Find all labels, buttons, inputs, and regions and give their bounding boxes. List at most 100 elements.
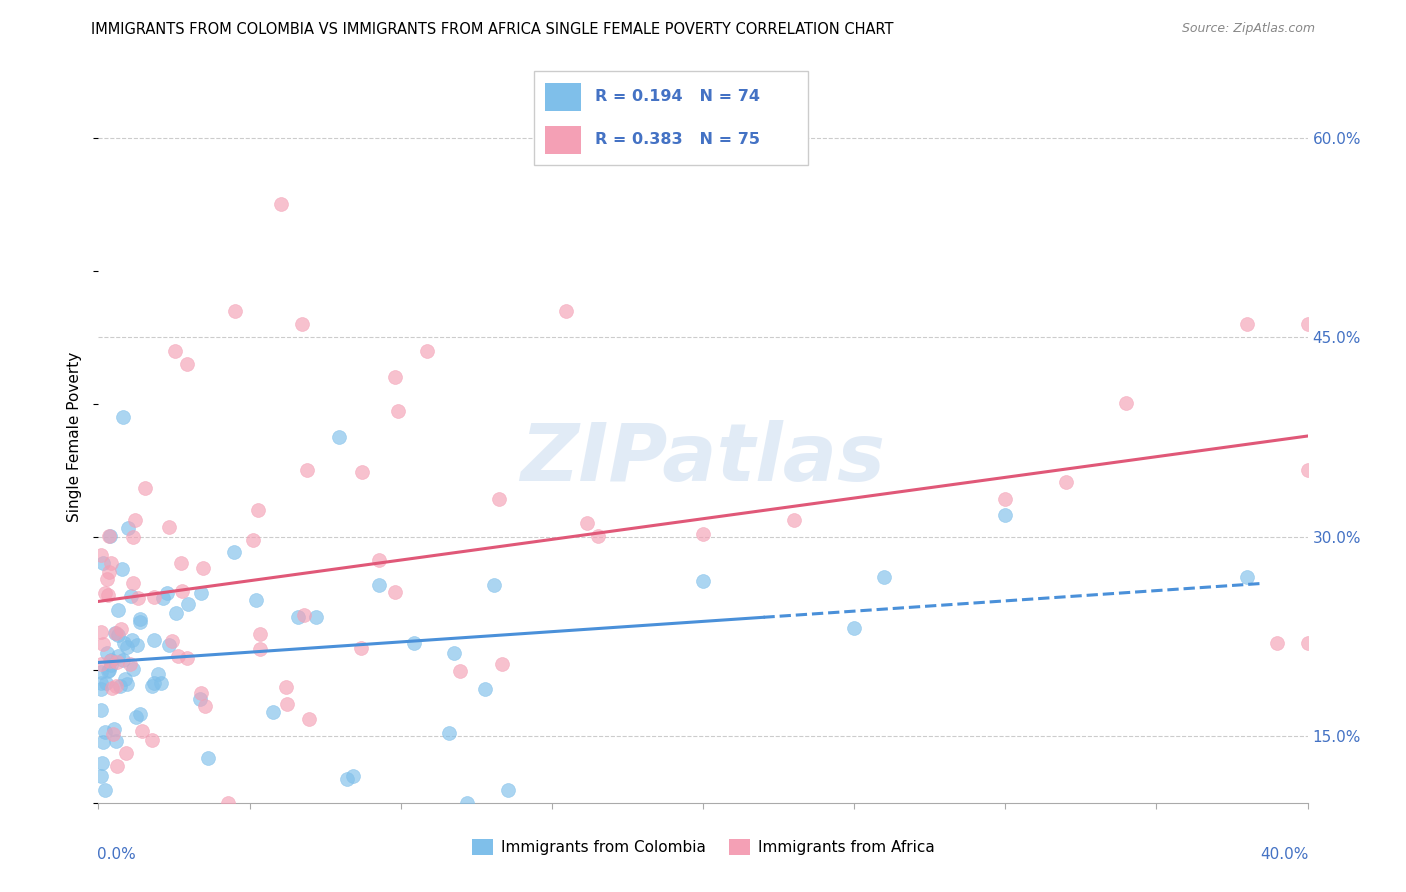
Point bbox=[115, 640, 138, 655]
Point bbox=[404, 636, 426, 650]
Point bbox=[342, 769, 364, 783]
Point bbox=[94, 725, 117, 739]
Point bbox=[194, 698, 217, 713]
Point bbox=[90, 624, 112, 639]
Point bbox=[1296, 463, 1319, 477]
Point bbox=[157, 520, 180, 534]
Point bbox=[90, 702, 112, 716]
Point bbox=[291, 317, 314, 331]
Point bbox=[146, 667, 169, 681]
Point bbox=[134, 482, 156, 496]
Point bbox=[90, 675, 112, 690]
Point bbox=[107, 603, 129, 617]
Point bbox=[1236, 570, 1258, 584]
Point bbox=[141, 679, 163, 693]
Point bbox=[90, 682, 112, 697]
Point bbox=[190, 685, 212, 699]
Point bbox=[262, 705, 284, 719]
Point bbox=[165, 606, 187, 620]
Point bbox=[127, 638, 149, 652]
Point bbox=[101, 681, 124, 695]
Point bbox=[496, 782, 519, 797]
Text: Source: ZipAtlas.com: Source: ZipAtlas.com bbox=[1181, 22, 1315, 36]
Text: R = 0.194   N = 74: R = 0.194 N = 74 bbox=[595, 89, 759, 104]
Point bbox=[1054, 475, 1077, 489]
Point bbox=[104, 626, 127, 640]
Point bbox=[177, 597, 200, 611]
Text: R = 0.383   N = 75: R = 0.383 N = 75 bbox=[595, 132, 759, 147]
Point bbox=[100, 653, 122, 667]
Point bbox=[100, 657, 122, 672]
Point bbox=[104, 680, 127, 694]
Point bbox=[844, 621, 866, 635]
Point bbox=[249, 627, 271, 641]
Point bbox=[1236, 317, 1258, 331]
Point bbox=[384, 584, 406, 599]
Point bbox=[122, 662, 145, 676]
Point bbox=[305, 609, 328, 624]
Point bbox=[474, 681, 496, 696]
Point bbox=[249, 642, 271, 657]
Point bbox=[94, 585, 117, 599]
Point bbox=[96, 675, 118, 690]
Point bbox=[245, 592, 267, 607]
Point bbox=[247, 503, 270, 517]
Text: 0.0%: 0.0% bbox=[97, 847, 136, 862]
Point bbox=[98, 529, 121, 543]
Point bbox=[160, 633, 183, 648]
Point bbox=[111, 561, 134, 575]
Point bbox=[692, 526, 714, 541]
Point bbox=[117, 521, 139, 535]
Point bbox=[90, 769, 112, 783]
Point bbox=[93, 637, 115, 651]
FancyBboxPatch shape bbox=[546, 83, 581, 111]
Point bbox=[1115, 396, 1137, 410]
Point bbox=[274, 681, 297, 695]
Point bbox=[368, 578, 391, 592]
Point bbox=[873, 570, 896, 584]
Point bbox=[111, 410, 134, 425]
Point bbox=[349, 640, 371, 655]
Point bbox=[98, 663, 121, 677]
Point bbox=[588, 529, 610, 543]
Point bbox=[1267, 636, 1289, 650]
Point bbox=[298, 712, 321, 726]
Point bbox=[692, 574, 714, 589]
Point bbox=[156, 586, 179, 600]
Y-axis label: Single Female Poverty: Single Female Poverty bbox=[67, 352, 83, 522]
Point bbox=[287, 609, 309, 624]
Point bbox=[98, 654, 121, 668]
Point bbox=[91, 735, 114, 749]
Point bbox=[107, 648, 129, 663]
Point bbox=[114, 672, 136, 686]
Point bbox=[115, 746, 138, 760]
Point bbox=[167, 649, 190, 664]
Point bbox=[191, 560, 214, 574]
Point bbox=[143, 632, 166, 647]
Point bbox=[115, 677, 138, 691]
Point bbox=[90, 549, 112, 563]
Point bbox=[129, 612, 152, 626]
Point bbox=[105, 655, 128, 669]
Point bbox=[575, 516, 598, 531]
Point bbox=[554, 303, 576, 318]
Point bbox=[416, 343, 439, 358]
Point bbox=[328, 430, 350, 444]
Point bbox=[163, 343, 186, 358]
Point bbox=[108, 679, 131, 693]
Point bbox=[270, 197, 292, 211]
Point bbox=[90, 756, 112, 770]
Point bbox=[125, 710, 148, 724]
Point bbox=[170, 557, 193, 571]
Point bbox=[456, 796, 478, 810]
Point bbox=[190, 586, 212, 600]
Point bbox=[100, 557, 122, 571]
Point bbox=[105, 759, 128, 773]
Point bbox=[105, 626, 128, 640]
Point bbox=[93, 782, 115, 797]
Point bbox=[297, 463, 319, 477]
Point bbox=[1296, 636, 1319, 650]
Legend: Immigrants from Colombia, Immigrants from Africa: Immigrants from Colombia, Immigrants fro… bbox=[465, 833, 941, 861]
Point bbox=[170, 583, 193, 598]
Point bbox=[141, 733, 163, 747]
